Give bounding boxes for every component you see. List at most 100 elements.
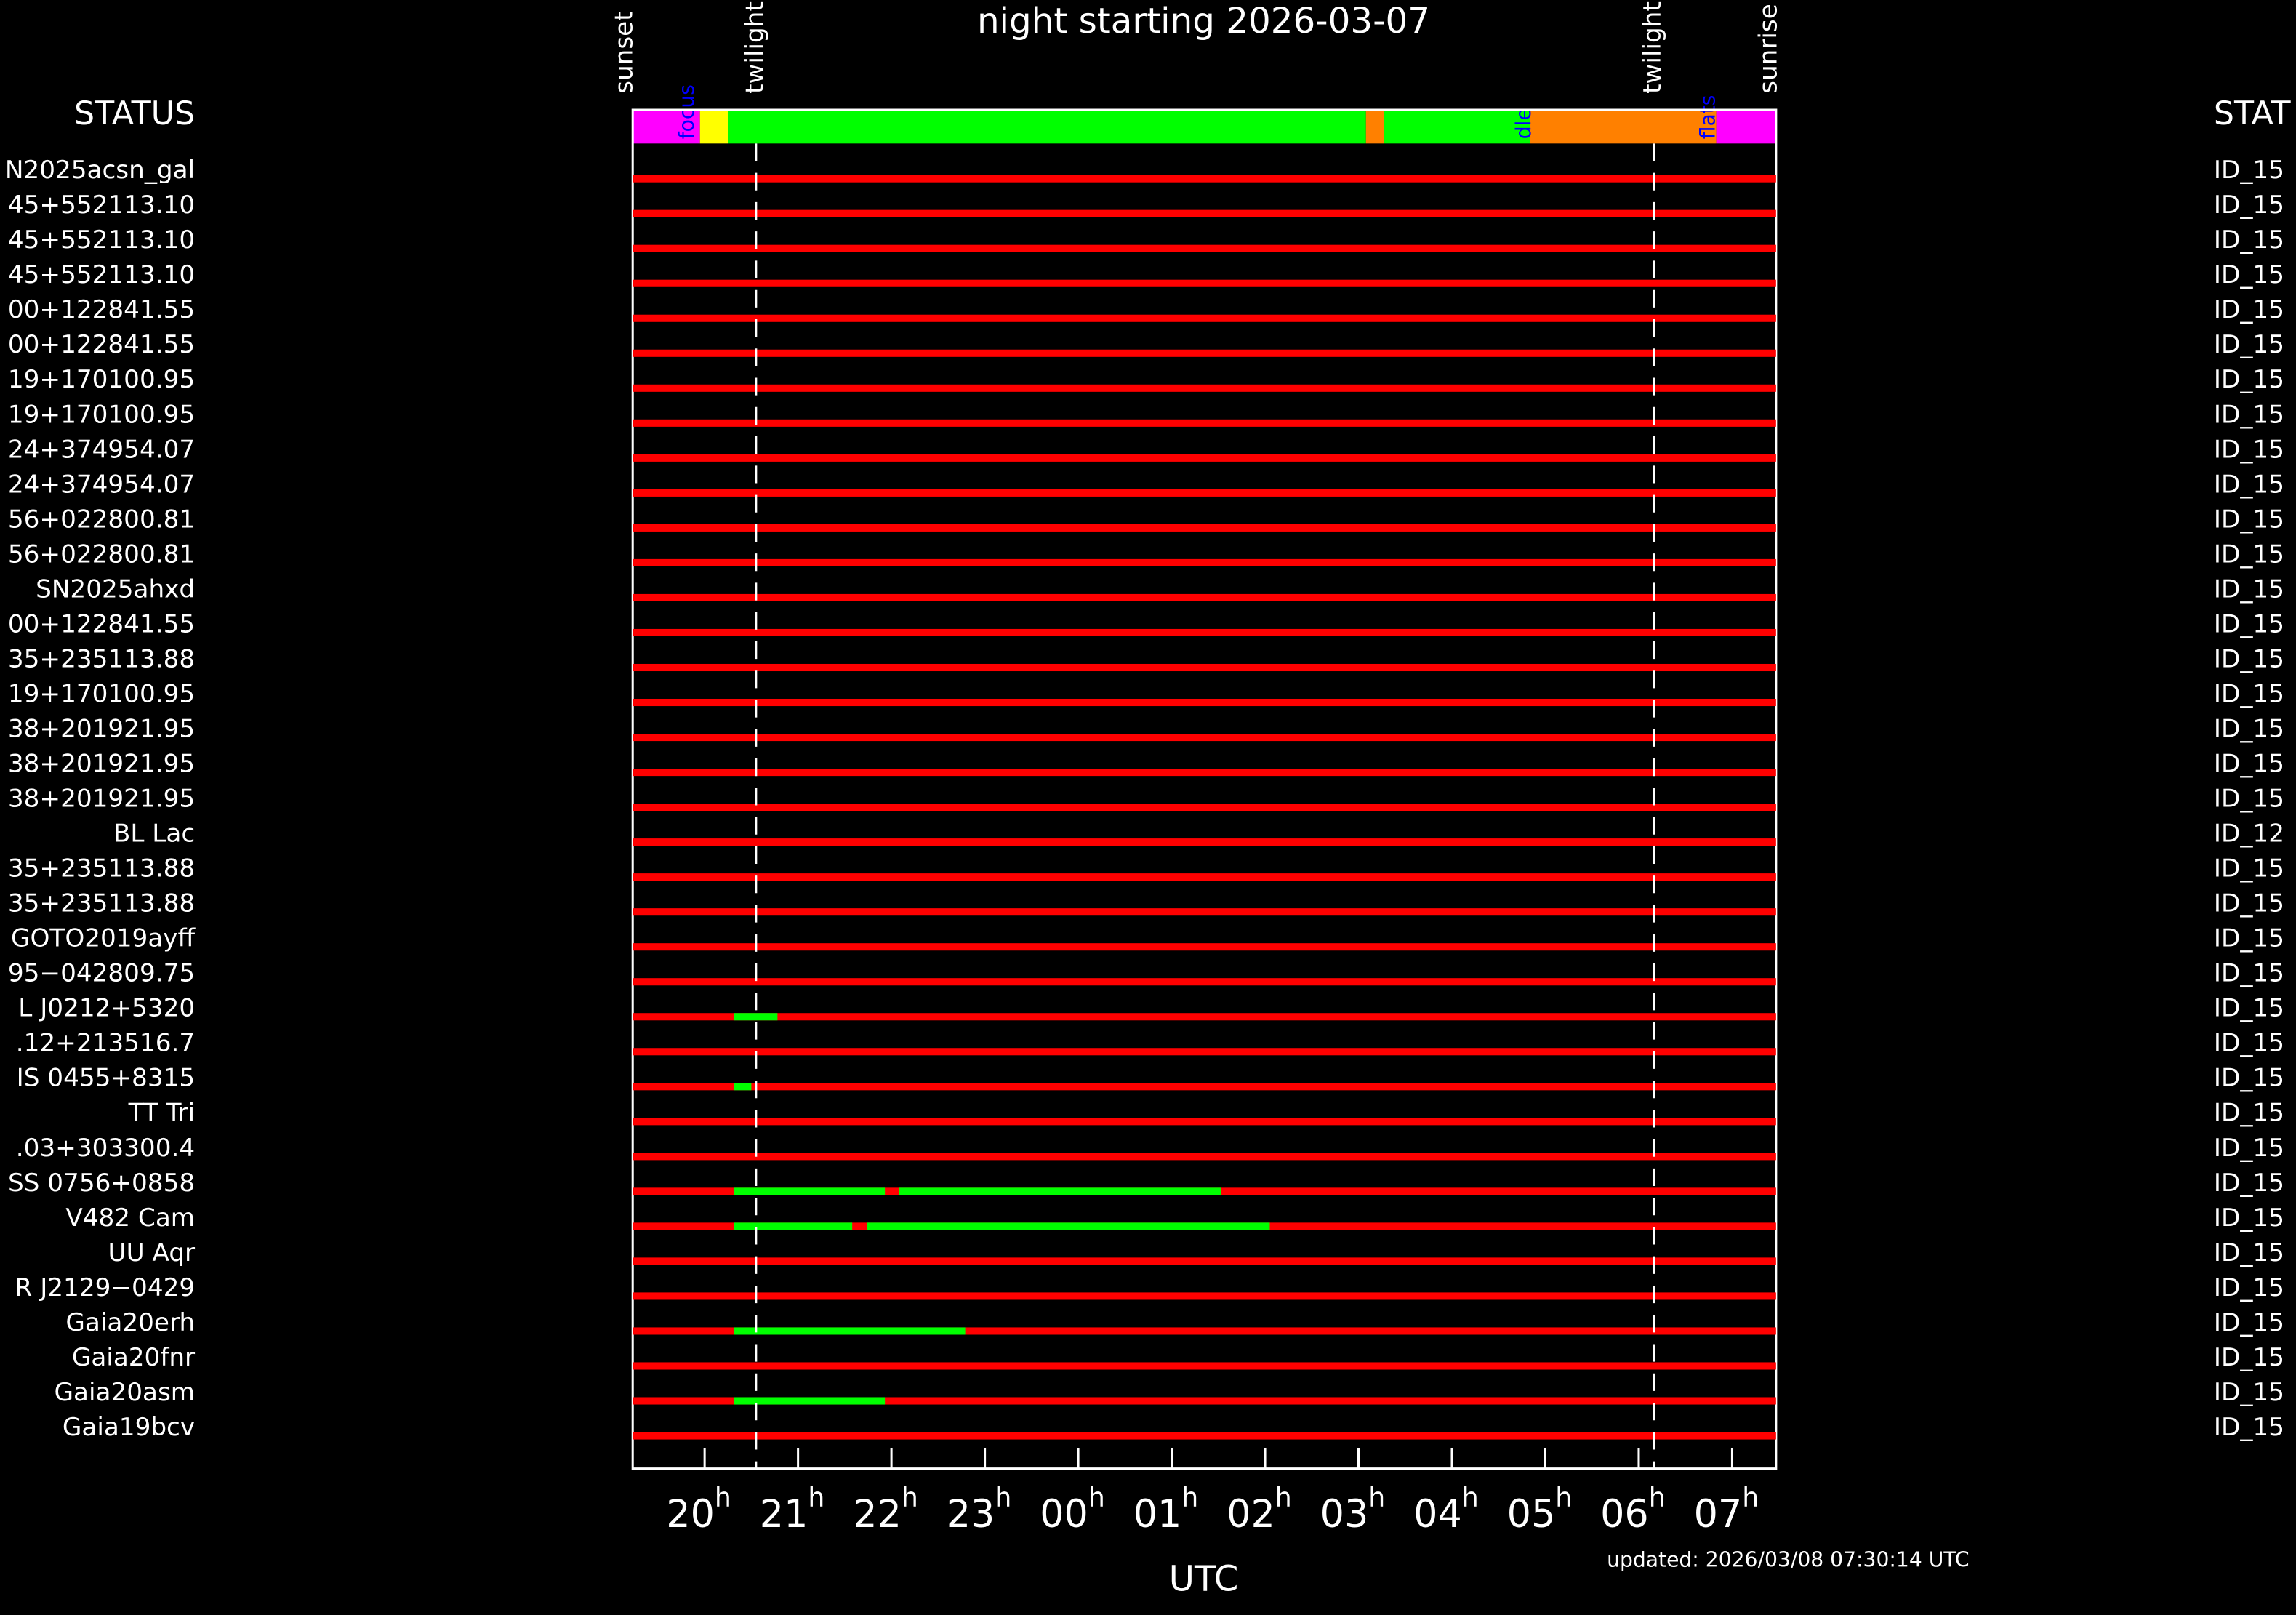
row-label: GOTO2019ayff (11, 924, 196, 953)
row-id: ID_12 (2214, 819, 2284, 849)
row-bar (633, 175, 1776, 183)
row-label: .03+303300.4 (16, 1134, 195, 1163)
x-tick-unit: h (808, 1482, 824, 1513)
row-id: ID_15 (2214, 574, 2284, 604)
row-bar (633, 1432, 1776, 1440)
chart-title: night starting 2026-03-07 (977, 1, 1430, 41)
row-id: ID_15 (2214, 295, 2284, 324)
status-segment (633, 110, 700, 144)
row-label: UU Aqr (108, 1238, 196, 1267)
x-tick-unit: h (995, 1482, 1011, 1513)
row-bar (633, 419, 1776, 427)
status-label: focus (675, 84, 699, 139)
row-bar (633, 978, 1776, 986)
x-tick-unit: h (1742, 1482, 1759, 1513)
row-label: 00+122841.55 (8, 330, 195, 359)
row-id: ID_15 (2214, 540, 2284, 569)
x-tick-label: 22h (853, 1482, 918, 1536)
status-header: STATUS (74, 95, 195, 132)
x-tick-label: 02h (1227, 1482, 1292, 1536)
status-segment (1716, 110, 1776, 144)
event-label: sunrise (1754, 4, 1783, 94)
row-bar (633, 558, 1776, 566)
x-tick-number: 07 (1694, 1492, 1743, 1536)
row-bar (633, 1257, 1776, 1265)
active-segment (733, 1222, 853, 1230)
row-label: L J0212+5320 (18, 994, 195, 1023)
row-id: ID_15 (2214, 679, 2284, 708)
row-bar (633, 1292, 1776, 1300)
row-id: ID_15 (2214, 644, 2284, 673)
event-label: sunset (609, 11, 638, 94)
x-tick-label: 21h (760, 1482, 825, 1536)
row-label: Gaia19bcv (63, 1413, 195, 1442)
x-tick-label: 04h (1413, 1482, 1479, 1536)
row-label: 45+552113.10 (8, 260, 195, 289)
row-bar (633, 663, 1776, 672)
row-bar (633, 1013, 1776, 1021)
x-tick-number: 20 (666, 1492, 715, 1536)
row-label: BL Lac (113, 819, 195, 849)
row-bar (633, 1397, 1776, 1405)
x-axis-label: UTC (1169, 1559, 1239, 1600)
row-bar (633, 698, 1776, 707)
row-bar (633, 1118, 1776, 1126)
row-id: ID_15 (2214, 1343, 2284, 1372)
row-label: 00+122841.55 (8, 295, 195, 324)
x-tick-number: 03 (1320, 1492, 1369, 1536)
x-tick-label: 00h (1040, 1482, 1105, 1536)
x-tick-label: 06h (1600, 1482, 1666, 1536)
row-id: ID_15 (2214, 330, 2284, 359)
row-id: ID_15 (2214, 1029, 2284, 1058)
row-bar (633, 314, 1776, 322)
row-label: SN2025ahxd (36, 574, 195, 604)
row-id: ID_15 (2214, 924, 2284, 953)
row-label: 95−042809.75 (8, 959, 195, 988)
status-label: flats (1695, 95, 1719, 140)
row-id: ID_15 (2214, 750, 2284, 779)
status-segment (1384, 110, 1530, 144)
active-segment (733, 1397, 886, 1405)
row-id: ID_15 (2214, 1413, 2284, 1442)
row-label: TT Tri (128, 1099, 196, 1128)
row-bar (633, 873, 1776, 881)
x-tick-label: 03h (1320, 1482, 1386, 1536)
x-tick-number: 04 (1413, 1492, 1462, 1536)
row-bar (633, 384, 1776, 392)
row-bar (633, 1362, 1776, 1370)
row-bar (633, 593, 1776, 601)
row-bar (633, 489, 1776, 497)
row-id: ID_15 (2214, 1064, 2284, 1093)
x-tick-number: 02 (1227, 1492, 1275, 1536)
x-tick-label: 05h (1507, 1482, 1573, 1536)
x-tick-unit: h (1275, 1482, 1292, 1513)
row-label: 19+170100.95 (8, 679, 195, 708)
x-tick-unit: h (1368, 1482, 1385, 1513)
row-id: ID_15 (2214, 609, 2284, 638)
row-bar (633, 908, 1776, 916)
row-label: 45+552113.10 (8, 225, 195, 255)
row-label: 38+201921.95 (8, 714, 195, 743)
row-id: ID_15 (2214, 435, 2284, 464)
active-segment (733, 1083, 752, 1091)
x-tick-label: 07h (1694, 1482, 1759, 1536)
active-segment (733, 1327, 966, 1335)
row-bar (633, 734, 1776, 742)
row-label: 56+022800.81 (8, 505, 195, 534)
row-id: ID_15 (2214, 505, 2284, 534)
row-bar (633, 279, 1776, 287)
row-bar (633, 1327, 1776, 1335)
row-label: IS 0455+8315 (17, 1064, 196, 1093)
row-label: 38+201921.95 (8, 750, 195, 779)
row-label: .12+213516.7 (16, 1029, 195, 1058)
row-label: N2025acsn_gal (5, 156, 195, 185)
active-segment (867, 1222, 1270, 1230)
x-tick-number: 01 (1133, 1492, 1182, 1536)
plot-frame (631, 108, 1778, 1470)
x-tick-number: 06 (1600, 1492, 1649, 1536)
row-label: 00+122841.55 (8, 609, 195, 638)
x-tick-label: 01h (1133, 1482, 1199, 1536)
row-id: ID_15 (2214, 470, 2284, 499)
row-label: 56+022800.81 (8, 540, 195, 569)
